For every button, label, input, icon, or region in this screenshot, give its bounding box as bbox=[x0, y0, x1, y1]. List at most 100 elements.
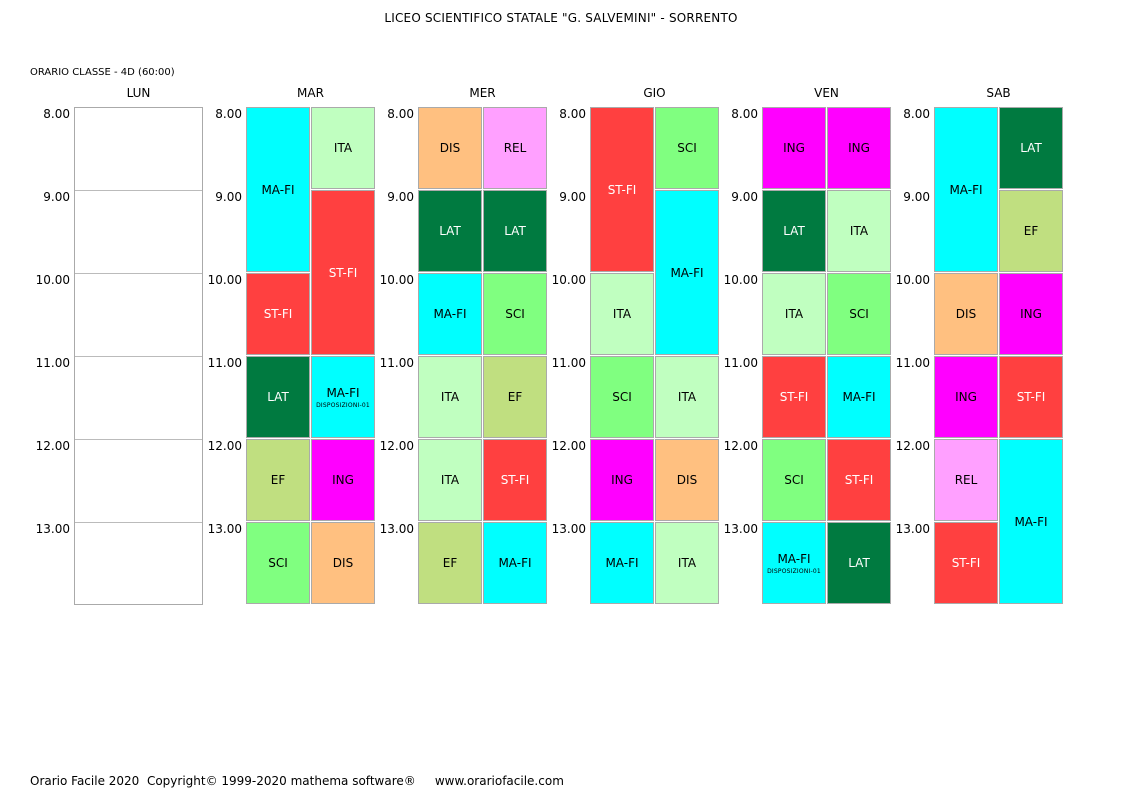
time-label: 8.00 bbox=[731, 107, 758, 121]
lesson-cell[interactable]: ING bbox=[999, 273, 1063, 355]
lesson-subject: ING bbox=[1020, 307, 1042, 321]
lesson-cell[interactable]: ITA bbox=[655, 522, 719, 604]
lesson-cell[interactable]: MA-FI bbox=[483, 522, 547, 604]
lesson-cell[interactable]: ITA bbox=[311, 107, 375, 189]
lesson-cell[interactable]: ITA bbox=[762, 273, 826, 355]
lesson-cell[interactable]: SCI bbox=[762, 439, 826, 521]
lesson-cell[interactable]: REL bbox=[934, 439, 998, 521]
lesson-cell[interactable]: REL bbox=[483, 107, 547, 189]
lesson-subject: ING bbox=[955, 390, 977, 404]
lesson-cell[interactable]: SCI bbox=[246, 522, 310, 604]
time-label: 9.00 bbox=[215, 190, 242, 204]
time-label: 11.00 bbox=[551, 356, 586, 370]
time-label: 10.00 bbox=[723, 273, 758, 287]
lesson-cell[interactable]: MA-FI bbox=[999, 439, 1063, 604]
lesson-cell[interactable]: DIS bbox=[934, 273, 998, 355]
time-label: 10.00 bbox=[551, 273, 586, 287]
time-label: 11.00 bbox=[35, 356, 70, 370]
lesson-subject: ING bbox=[783, 141, 805, 155]
time-label: 12.00 bbox=[895, 439, 930, 453]
time-label: 13.00 bbox=[379, 522, 414, 536]
lesson-cell[interactable]: ST-FI bbox=[827, 439, 891, 521]
lesson-cell[interactable]: ING bbox=[311, 439, 375, 521]
lesson-cell[interactable]: SCI bbox=[590, 356, 654, 438]
lesson-cell[interactable]: MA-FI DISPOSIZIONI-01 bbox=[311, 356, 375, 438]
lesson-subject: ING bbox=[332, 473, 354, 487]
lesson-cell[interactable]: ST-FI bbox=[934, 522, 998, 604]
lesson-subject: EF bbox=[442, 556, 458, 570]
time-label: 10.00 bbox=[379, 273, 414, 287]
lesson-subject: REL bbox=[503, 141, 527, 155]
lesson-cell[interactable]: LAT bbox=[418, 190, 482, 272]
lesson-subject: ITA bbox=[440, 390, 460, 404]
lesson-cell[interactable]: ST-FI bbox=[762, 356, 826, 438]
lesson-subject: SCI bbox=[612, 390, 632, 404]
lesson-cell[interactable]: EF bbox=[246, 439, 310, 521]
lesson-subject: DIS bbox=[676, 473, 698, 487]
lesson-cell[interactable]: ITA bbox=[827, 190, 891, 272]
lesson-cell[interactable]: MA-FI bbox=[418, 273, 482, 355]
lesson-cell[interactable]: ITA bbox=[418, 356, 482, 438]
time-label: 8.00 bbox=[903, 107, 930, 121]
time-label: 11.00 bbox=[207, 356, 242, 370]
lesson-cell[interactable]: ITA bbox=[590, 273, 654, 355]
lesson-cell[interactable]: ST-FI bbox=[311, 190, 375, 355]
lesson-note: DISPOSIZIONI-01 bbox=[316, 401, 370, 409]
lesson-cell[interactable]: MA-FI bbox=[655, 190, 719, 355]
lesson-cell[interactable]: LAT bbox=[246, 356, 310, 438]
lesson-cell[interactable]: SCI bbox=[483, 273, 547, 355]
lesson-subject: LAT bbox=[267, 390, 289, 404]
lesson-cell[interactable]: ING bbox=[762, 107, 826, 189]
lesson-cell[interactable]: ING bbox=[934, 356, 998, 438]
lesson-cell[interactable]: DIS bbox=[418, 107, 482, 189]
lesson-subject: LAT bbox=[439, 224, 461, 238]
lesson-cell[interactable]: LAT bbox=[827, 522, 891, 604]
lesson-cell[interactable]: ST-FI bbox=[483, 439, 547, 521]
lesson-cell[interactable]: MA-FI DISPOSIZIONI-01 bbox=[762, 522, 826, 604]
lesson-cell[interactable]: ST-FI bbox=[590, 107, 654, 272]
lesson-subject: DIS bbox=[955, 307, 977, 321]
lesson-cell[interactable]: LAT bbox=[999, 107, 1063, 189]
lesson-subject: ITA bbox=[612, 307, 632, 321]
lesson-cell[interactable]: MA-FI bbox=[590, 522, 654, 604]
lesson-cell[interactable]: MA-FI bbox=[827, 356, 891, 438]
lesson-cell[interactable]: ITA bbox=[418, 439, 482, 521]
lesson-subject: ITA bbox=[333, 141, 353, 155]
lesson-subject: ST-FI bbox=[328, 265, 358, 280]
day-header-mer: MER bbox=[469, 86, 496, 100]
time-label: 12.00 bbox=[207, 439, 242, 453]
lesson-cell[interactable]: LAT bbox=[483, 190, 547, 272]
lesson-subject: MA-FI bbox=[1014, 514, 1048, 529]
lesson-cell[interactable]: EF bbox=[418, 522, 482, 604]
time-label: 11.00 bbox=[379, 356, 414, 370]
time-label: 10.00 bbox=[207, 273, 242, 287]
hour-divider bbox=[75, 356, 202, 357]
lesson-cell[interactable]: EF bbox=[483, 356, 547, 438]
lesson-subject: REL bbox=[954, 473, 978, 487]
lesson-subject: ITA bbox=[784, 307, 804, 321]
time-label: 9.00 bbox=[731, 190, 758, 204]
lesson-cell[interactable]: DIS bbox=[311, 522, 375, 604]
lesson-cell[interactable]: ST-FI bbox=[999, 356, 1063, 438]
time-label: 13.00 bbox=[895, 522, 930, 536]
lesson-cell[interactable]: MA-FI bbox=[246, 107, 310, 272]
lesson-cell[interactable]: ING bbox=[827, 107, 891, 189]
lesson-cell[interactable]: ITA bbox=[655, 356, 719, 438]
class-subtitle: ORARIO CLASSE - 4D (60:00) bbox=[30, 67, 175, 78]
lesson-cell[interactable]: SCI bbox=[827, 273, 891, 355]
lesson-cell[interactable]: EF bbox=[999, 190, 1063, 272]
lesson-subject: ST-FI bbox=[607, 182, 637, 197]
lesson-cell[interactable]: SCI bbox=[655, 107, 719, 189]
lesson-subject: MA-FI bbox=[433, 307, 467, 321]
time-label: 12.00 bbox=[35, 439, 70, 453]
day-header-ven: VEN bbox=[814, 86, 839, 100]
time-label: 8.00 bbox=[387, 107, 414, 121]
lesson-subject: DIS bbox=[332, 556, 354, 570]
lesson-cell[interactable]: ST-FI bbox=[246, 273, 310, 355]
lesson-cell[interactable]: ING bbox=[590, 439, 654, 521]
lesson-cell[interactable]: LAT bbox=[762, 190, 826, 272]
lesson-subject: SCI bbox=[849, 307, 869, 321]
lesson-subject: ING bbox=[611, 473, 633, 487]
lesson-cell[interactable]: MA-FI bbox=[934, 107, 998, 272]
lesson-cell[interactable]: DIS bbox=[655, 439, 719, 521]
